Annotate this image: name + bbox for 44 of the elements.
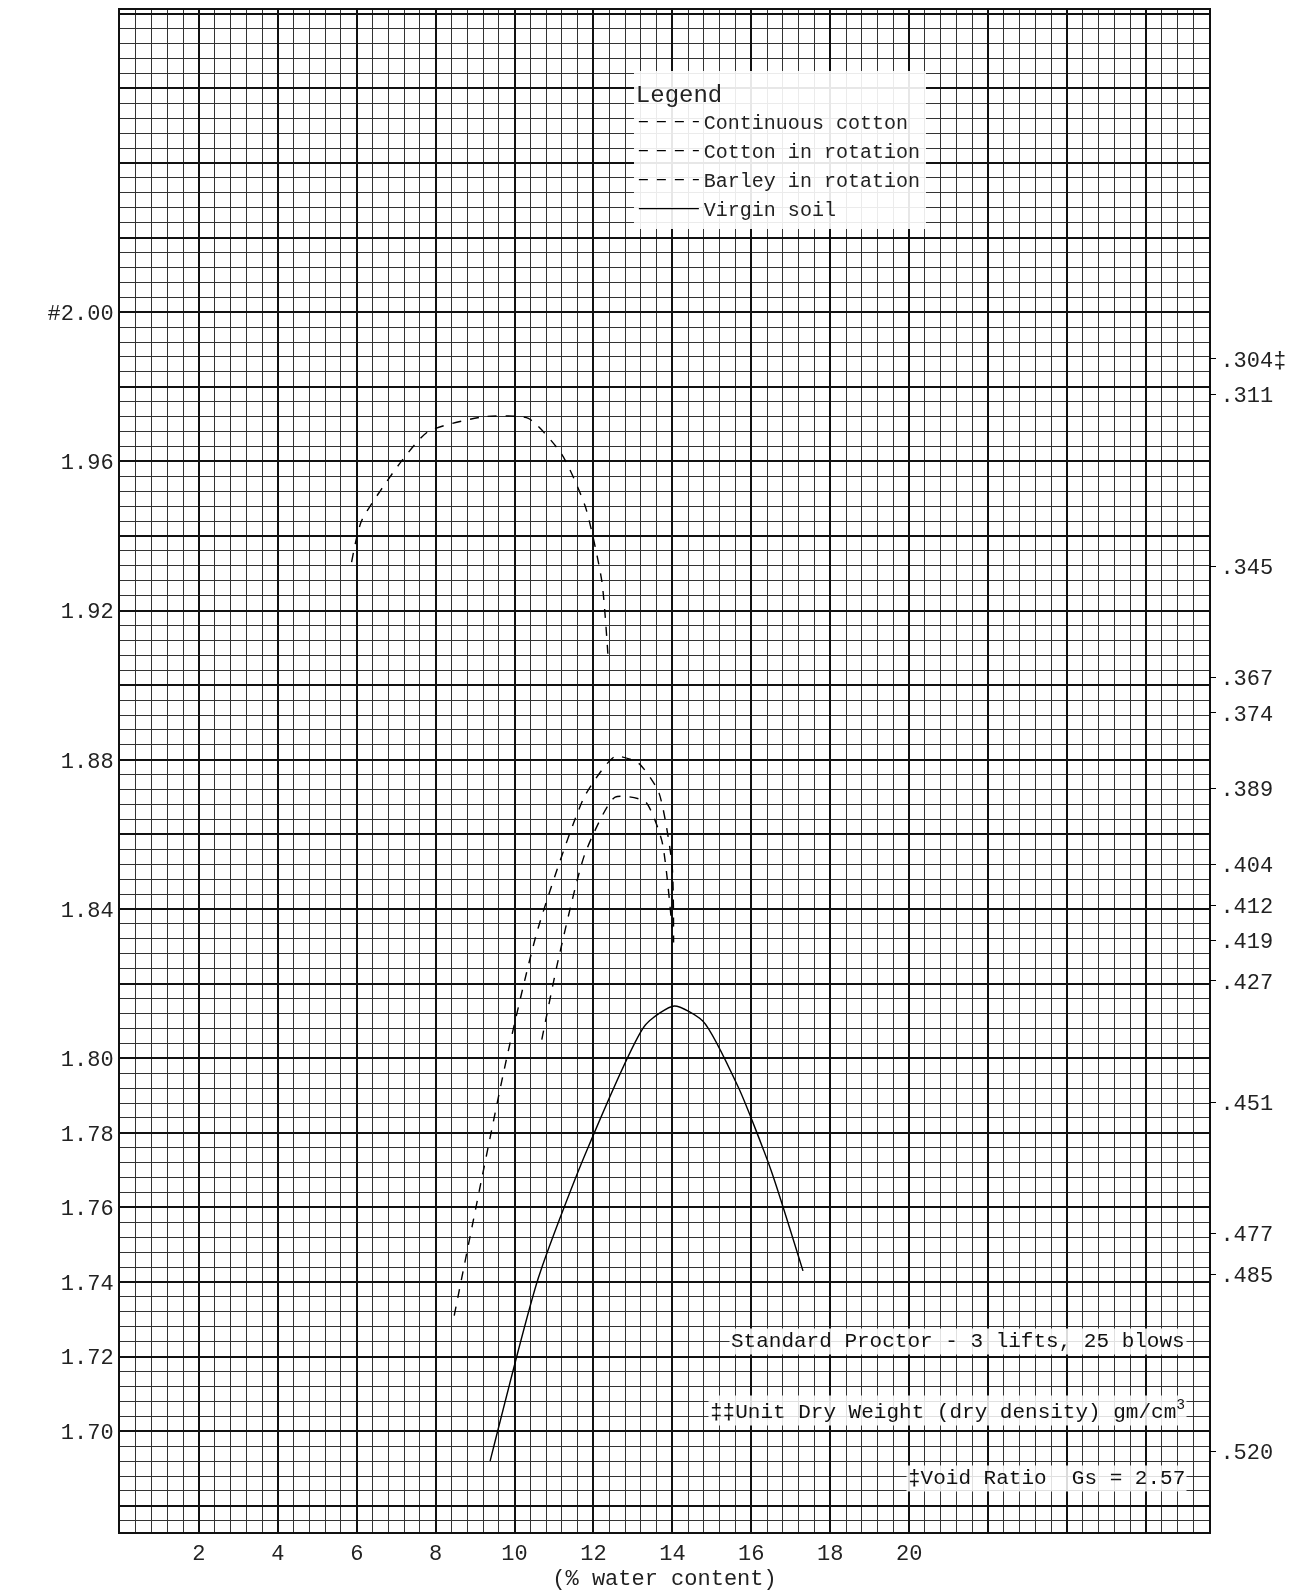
y-tick-label: 1.96 bbox=[60, 451, 114, 477]
y2-tick-label: .367 bbox=[1220, 667, 1274, 693]
legend-label: Cotton in rotation bbox=[703, 141, 920, 165]
annotation: Standard Proctor - 3 lifts, 25 blows bbox=[731, 1330, 1185, 1353]
x-tick-label: 4 bbox=[271, 1542, 285, 1568]
y2-tick-label: .345 bbox=[1220, 555, 1274, 581]
legend-label: Barley in rotation bbox=[703, 170, 920, 194]
x-axis-title: (% water content) bbox=[552, 1567, 777, 1593]
y2-tick-label: .419 bbox=[1220, 930, 1274, 956]
legend-label: Virgin soil bbox=[703, 199, 836, 223]
x-tick-label: 6 bbox=[350, 1542, 364, 1568]
annotation: ‡Void Ratio Gs = 2.57 bbox=[908, 1467, 1186, 1490]
x-tick-label: 8 bbox=[429, 1542, 443, 1568]
x-tick-label: 16 bbox=[738, 1542, 765, 1568]
y2-tick-label: .412 bbox=[1220, 894, 1274, 920]
y-tick-label: 1.84 bbox=[60, 898, 114, 924]
y-tick-label: 1.88 bbox=[60, 749, 114, 775]
y2-tick-label: .374 bbox=[1220, 702, 1274, 728]
y2-tick-label: .520 bbox=[1220, 1440, 1274, 1466]
x-tick-label: 12 bbox=[580, 1542, 607, 1568]
y2-tick-label: .304‡ bbox=[1220, 348, 1287, 374]
y-tick-label: 1.74 bbox=[60, 1271, 114, 1297]
y-tick-label: 1.92 bbox=[60, 600, 114, 626]
y2-tick-label: .485 bbox=[1220, 1263, 1274, 1289]
y-tick-label: 1.78 bbox=[60, 1122, 114, 1148]
x-tick-label: 10 bbox=[501, 1542, 528, 1568]
y-tick-label: 1.70 bbox=[60, 1420, 114, 1446]
y2-tick-label: .451 bbox=[1220, 1091, 1274, 1117]
legend-label: Continuous cotton bbox=[703, 112, 908, 136]
x-tick-label: 2 bbox=[192, 1542, 206, 1568]
y-tick-label: 1.80 bbox=[60, 1047, 114, 1073]
y-tick-label: 1.72 bbox=[60, 1346, 114, 1372]
y2-tick-label: .311 bbox=[1220, 383, 1274, 409]
y-tick-label: 1.76 bbox=[60, 1197, 114, 1223]
y2-tick-label: .427 bbox=[1220, 970, 1274, 996]
y2-tick-label: .477 bbox=[1220, 1223, 1274, 1249]
annotation: ‡‡Unit Dry Weight (dry density) gm/cm$^{3}$ bbox=[710, 1397, 1186, 1424]
x-tick-label: 18 bbox=[817, 1542, 844, 1568]
x-tick-label: 20 bbox=[895, 1542, 923, 1568]
legend-title: Legend bbox=[635, 82, 723, 110]
y2-tick-label: .389 bbox=[1220, 778, 1274, 804]
y-tick-label: #2.00 bbox=[47, 301, 114, 327]
x-tick-label: 14 bbox=[659, 1542, 686, 1568]
y2-tick-label: .404 bbox=[1220, 854, 1274, 880]
